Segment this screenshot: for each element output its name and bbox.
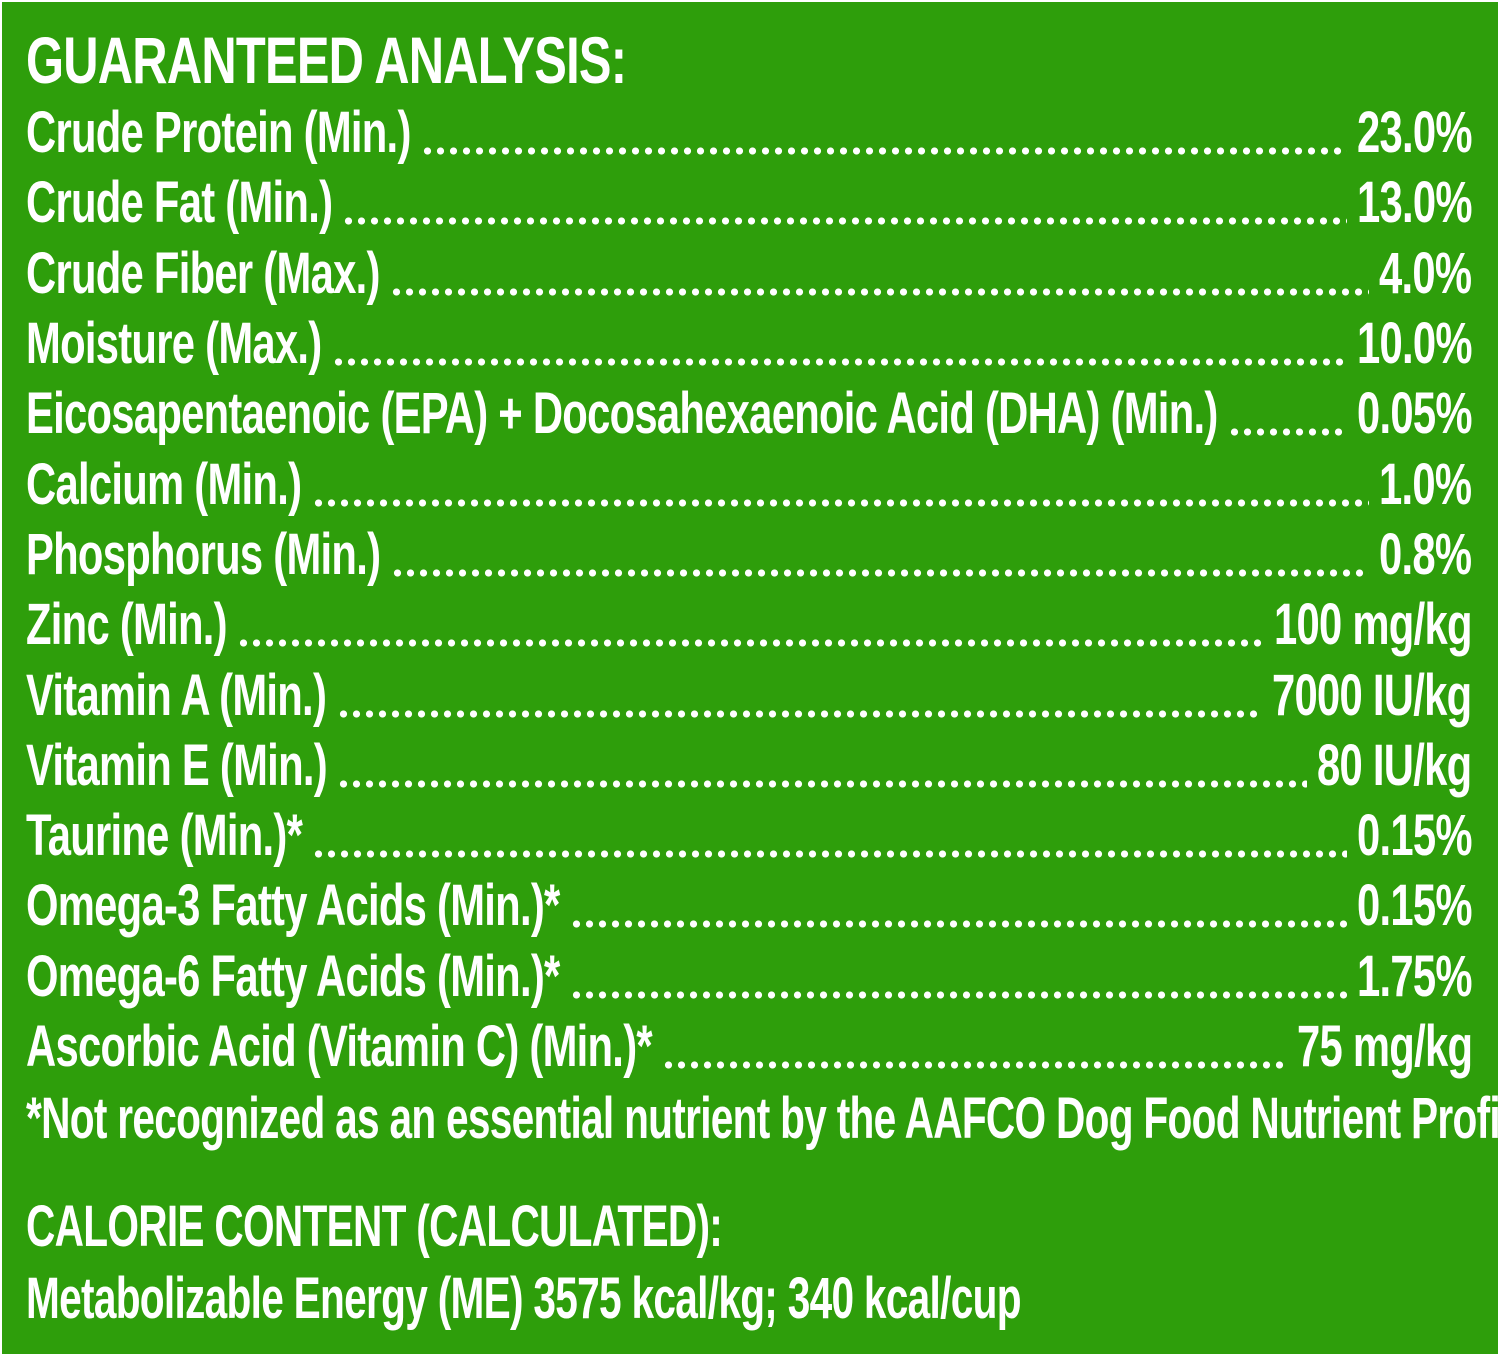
nutrient-row: Eicosapentaenoic (EPA) + Docosahexaenoic… xyxy=(26,379,1473,450)
nutrient-row: Crude Fiber (Max.) 4.0% xyxy=(26,238,1472,309)
dot-leader xyxy=(421,98,1347,169)
dot-leader xyxy=(337,660,1262,731)
nutrient-label: Calcium (Min.) xyxy=(26,451,302,517)
analysis-rows: Crude Protein (Min.) 23.0% Crude Fat (Mi… xyxy=(26,98,1473,1082)
nutrient-row: Omega-3 Fatty Acids (Min.)* 0.15% xyxy=(26,871,1473,942)
nutrient-label: Eicosapentaenoic (EPA) + Docosahexaenoic… xyxy=(26,381,1218,447)
nutrient-row: Ascorbic Acid (Vitamin C) (Min.)* 75 mg/… xyxy=(26,1012,1473,1082)
calorie-heading: CALORIE CONTENT (CALCULATED): xyxy=(26,1194,723,1259)
nutrient-value: 75 mg/kg xyxy=(1297,1014,1473,1079)
analysis-heading: GUARANTEED ANALYSIS: xyxy=(26,23,627,97)
nutrient-label: Zinc (Min.) xyxy=(26,592,228,658)
nutrient-row: Calcium (Min.) 1.0% xyxy=(26,449,1472,520)
dot-leader xyxy=(662,1012,1287,1082)
nutrient-row: Phosphorus (Min.) 0.8% xyxy=(26,519,1472,590)
nutrient-value: 7000 IU/kg xyxy=(1272,662,1472,728)
nutrient-value: 13.0% xyxy=(1357,170,1473,236)
dot-leader xyxy=(390,238,1369,309)
nutrient-label: Vitamin E (Min.) xyxy=(26,732,328,798)
nutrient-value: 0.05% xyxy=(1357,381,1473,447)
dot-leader xyxy=(1228,379,1347,450)
nutrient-row: Taurine (Min.)* 0.15% xyxy=(26,801,1473,872)
nutrient-value: 23.0% xyxy=(1357,100,1473,166)
nutrient-label: Crude Fat (Min.) xyxy=(26,170,333,236)
nutrient-label: Crude Fiber (Max.) xyxy=(26,240,380,306)
nutrient-value: 1.0% xyxy=(1379,451,1472,517)
nutrient-row: Vitamin E (Min.) 80 IU/kg xyxy=(26,730,1472,801)
nutrient-row: Moisture (Max.) 10.0% xyxy=(26,309,1473,380)
nutrient-label: Vitamin A (Min.) xyxy=(26,662,327,728)
nutrient-label: Omega-3 Fatty Acids (Min.)* xyxy=(26,873,560,939)
nutrient-row: Crude Protein (Min.) 23.0% xyxy=(26,98,1473,169)
nutrient-value: 4.0% xyxy=(1379,240,1472,306)
dot-leader xyxy=(570,871,1347,942)
nutrient-label: Taurine (Min.)* xyxy=(26,803,303,869)
nutrient-label: Crude Protein (Min.) xyxy=(26,100,411,166)
footnote: *Not recognized as an essential nutrient… xyxy=(26,1086,1500,1151)
nutrient-label: Omega-6 Fatty Acids (Min.)* xyxy=(26,943,560,1009)
dot-leader xyxy=(312,801,1347,872)
dot-leader xyxy=(391,519,1369,590)
dot-leader xyxy=(312,449,1369,520)
nutrient-value: 0.15% xyxy=(1357,803,1473,869)
nutrient-value: 0.8% xyxy=(1379,521,1472,587)
nutrient-row: Crude Fat (Min.) 13.0% xyxy=(26,168,1473,239)
nutrient-value: 100 mg/kg xyxy=(1274,592,1472,658)
calorie-text: Metabolizable Energy (ME) 3575 kcal/kg; … xyxy=(26,1266,1021,1331)
dot-leader xyxy=(342,168,1347,239)
dot-leader xyxy=(570,941,1347,1012)
nutrient-value: 80 IU/kg xyxy=(1317,732,1472,798)
nutrient-value: 0.15% xyxy=(1357,873,1473,939)
nutrient-row: Omega-6 Fatty Acids (Min.)* 1.75% xyxy=(26,941,1473,1012)
nutrient-label: Moisture (Max.) xyxy=(26,311,322,377)
nutrient-row: Zinc (Min.) 100 mg/kg xyxy=(26,590,1472,661)
dot-leader xyxy=(332,309,1347,380)
nutrient-value: 10.0% xyxy=(1357,311,1473,377)
dot-leader xyxy=(337,730,1307,801)
nutrient-value: 1.75% xyxy=(1357,943,1473,1009)
dot-leader xyxy=(237,590,1264,661)
nutrient-label: Phosphorus (Min.) xyxy=(26,521,381,587)
nutrient-label: Ascorbic Acid (Vitamin C) (Min.)* xyxy=(26,1014,653,1079)
nutrient-row: Vitamin A (Min.) 7000 IU/kg xyxy=(26,660,1472,731)
